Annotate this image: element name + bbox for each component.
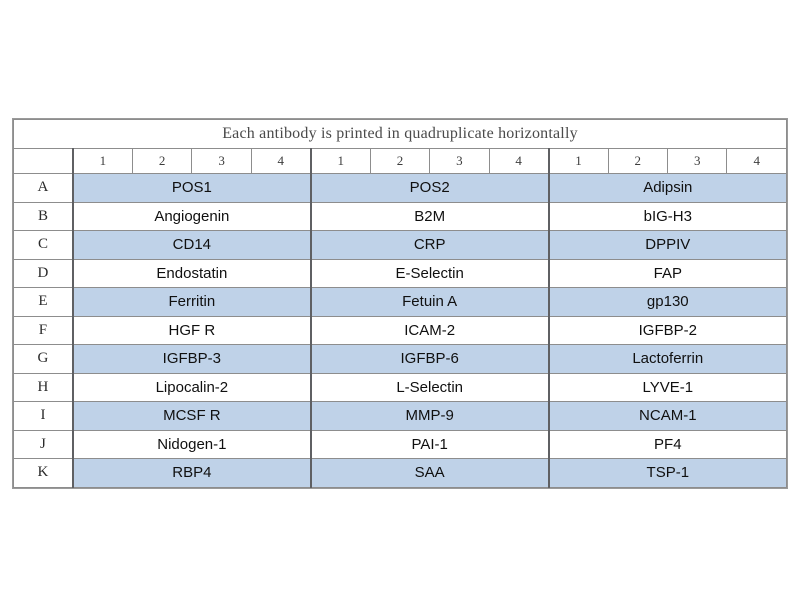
row-label-b: B [12,201,74,231]
cell-e-group2: Fetuin A [309,287,550,317]
replicate-header-g3-4: 4 [726,148,787,174]
cell-d-group1: Endostatin [71,258,312,288]
table-row: D Endostatin E-Selectin FAP [12,258,787,288]
antibody-array-map-table: Each antibody is printed in quadruplicat… [12,118,788,489]
cell-e-group3: gp130 [547,287,787,317]
cell-i-group3: NCAM-1 [547,401,787,431]
table-body: Each antibody is printed in quadruplicat… [12,119,787,488]
cell-c-group1: CD14 [71,230,312,260]
row-label-c: C [12,230,74,260]
row-label-f: F [12,315,74,345]
cell-d-group3: FAP [547,258,787,288]
table-row: B Angiogenin B2M bIG-H3 [12,201,787,231]
row-label-a: A [12,173,74,203]
cell-i-group1: MCSF R [71,401,312,431]
table-row: G IGFBP-3 IGFBP-6 Lactoferrin [12,344,787,374]
cell-d-group2: E-Selectin [309,258,550,288]
replicate-header-g1-2: 2 [131,148,193,174]
cell-h-group3: LYVE-1 [547,372,787,402]
table-row: C CD14 CRP DPPIV [12,230,787,260]
cell-c-group2: CRP [309,230,550,260]
table-row: K RBP4 SAA TSP-1 [12,458,787,488]
cell-k-group2: SAA [309,458,550,488]
cell-f-group2: ICAM-2 [309,315,550,345]
cell-b-group3: bIG-H3 [547,201,787,231]
row-label-d: D [12,258,74,288]
cell-i-group2: MMP-9 [309,401,550,431]
cell-e-group1: Ferritin [71,287,312,317]
table-title-row: Each antibody is printed in quadruplicat… [13,119,787,149]
cell-a-group3: Adipsin [547,173,787,203]
cell-j-group3: PF4 [547,429,787,459]
replicate-header-g3-1: 1 [547,148,609,174]
cell-g-group3: Lactoferrin [547,344,787,374]
row-label-k: K [12,458,74,488]
row-label-j: J [12,429,74,459]
table-row: F HGF R ICAM-2 IGFBP-2 [12,315,787,345]
row-label-i: I [12,401,74,431]
replicate-header-g2-4: 4 [488,148,550,174]
table-row: H Lipocalin-2 L-Selectin LYVE-1 [12,372,787,402]
replicate-header-g3-2: 2 [607,148,668,174]
cell-f-group1: HGF R [71,315,312,345]
table-row: A POS1 POS2 Adipsin [12,173,787,203]
replicate-header-g3-3: 3 [666,148,728,174]
replicate-header-g2-3: 3 [429,148,490,174]
cell-j-group2: PAI-1 [309,429,550,459]
cell-k-group3: TSP-1 [547,458,787,488]
cell-h-group1: Lipocalin-2 [71,372,312,402]
cell-k-group1: RBP4 [71,458,312,488]
table-row: J Nidogen-1 PAI-1 PF4 [12,429,787,459]
replicate-header-g1-1: 1 [71,148,133,174]
cell-h-group2: L-Selectin [309,372,550,402]
cell-a-group1: POS1 [71,173,312,203]
replicate-header-g1-3: 3 [191,148,252,174]
row-label-g: G [12,344,74,374]
header-corner-cell [12,148,74,174]
replicate-header-g2-1: 1 [309,148,371,174]
cell-g-group2: IGFBP-6 [309,344,550,374]
table-row: E Ferritin Fetuin A gp130 [12,287,787,317]
row-label-h: H [12,372,74,402]
cell-c-group3: DPPIV [547,230,787,260]
table-row: I MCSF R MMP-9 NCAM-1 [12,401,787,431]
replicate-header-g1-4: 4 [250,148,312,174]
replicate-header-row: 1 2 3 4 1 2 3 4 1 2 3 4 [12,148,787,174]
table-title: Each antibody is printed in quadruplicat… [13,119,787,149]
cell-g-group1: IGFBP-3 [71,344,312,374]
replicate-header-g2-2: 2 [369,148,431,174]
cell-b-group2: B2M [309,201,550,231]
cell-b-group1: Angiogenin [71,201,312,231]
row-label-e: E [12,287,74,317]
cell-f-group3: IGFBP-2 [547,315,787,345]
cell-j-group1: Nidogen-1 [71,429,312,459]
cell-a-group2: POS2 [309,173,550,203]
